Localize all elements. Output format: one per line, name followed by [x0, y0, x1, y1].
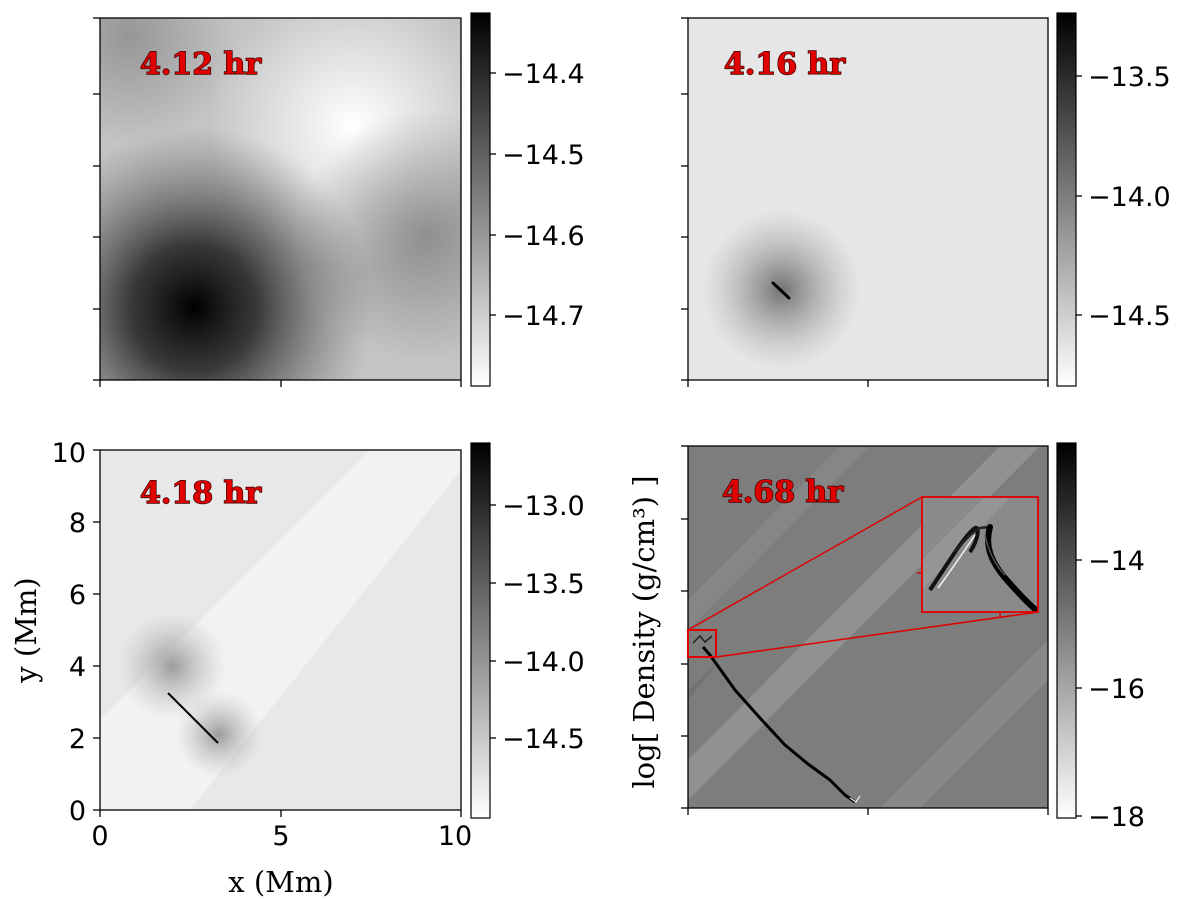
panel-4-68hr: 4.68 hr −14 −16	[627, 442, 1145, 833]
colorbar-tick: −14	[1088, 546, 1145, 577]
zoom-connector-line	[687, 496, 923, 631]
inset-filament	[954, 525, 991, 553]
heatmap-diagonal-band	[880, 640, 1048, 808]
colorbar-tick: −14.0	[1088, 182, 1171, 213]
colorbar-tick: −18	[1088, 802, 1145, 833]
filament-tip	[692, 634, 713, 644]
axis-ticks	[681, 445, 1049, 815]
inset-filament-highlight	[937, 534, 976, 589]
filament-end	[849, 795, 861, 803]
zoom-connector-line	[715, 611, 1039, 658]
colorbar	[470, 12, 491, 387]
heatmap-diagonal-band	[688, 446, 870, 630]
panel-4-12hr: 4.12 hr −14.4 −14.5 −14.6 −14.7	[93, 12, 585, 387]
density-filament	[701, 646, 856, 804]
heatmap-spot	[100, 450, 461, 810]
x-tick-label: 5	[272, 821, 289, 852]
inset-filament	[985, 524, 1038, 612]
inset-zoom	[917, 496, 1039, 617]
colorbar-tick: −13.5	[1088, 62, 1171, 93]
panel-4-18hr: 0 5 10 0 2 4 6 8 10 x (Mm) y (Mm) 4.18 h…	[9, 438, 585, 899]
x-axis-label: x (Mm)	[228, 865, 333, 899]
y-tick-label: 10	[52, 438, 86, 469]
heatmap-shadow	[688, 660, 720, 700]
y-tick-label: 8	[69, 508, 86, 539]
y-tick-label: 4	[69, 652, 86, 683]
time-label: 4.18 hr	[140, 476, 262, 511]
panel-4-16hr: 4.16 hr −13.5 −14.0 −14.5	[681, 12, 1171, 387]
x-tick-label: 0	[91, 821, 108, 852]
y-tick-label: 6	[69, 580, 86, 611]
time-label: 4.12 hr	[140, 47, 262, 82]
heatmap-dark-spot	[688, 18, 1048, 380]
colorbar-tick: −14.0	[502, 647, 585, 678]
axis-ticks	[93, 17, 462, 387]
colorbar-tick: −14.7	[502, 301, 585, 332]
colorbar	[470, 442, 491, 819]
colorbar-tick: −13.0	[502, 491, 585, 522]
time-label: 4.16 hr	[724, 47, 846, 82]
heatmap-dark-blob	[100, 18, 461, 380]
y-tick-label: 2	[69, 724, 86, 755]
axis-ticks	[93, 449, 462, 817]
colorbar	[1056, 442, 1077, 819]
colorbar-tick: −14.6	[502, 221, 585, 252]
zoom-region-box	[687, 629, 717, 658]
colorbar-tick: −14.4	[502, 59, 585, 90]
y-tick-label: 0	[69, 796, 86, 827]
colorbar-tick: −13.5	[502, 569, 585, 600]
colorbar-label: log[ Density (g/cm³) ]	[627, 475, 661, 788]
colorbar	[1056, 12, 1077, 387]
y-axis-label: y (Mm)	[9, 577, 43, 683]
inset-filament	[928, 525, 980, 592]
colorbar-tick: −14.5	[502, 140, 585, 171]
density-filament	[167, 692, 219, 744]
inset-frame	[921, 496, 1039, 613]
x-tick-label: 10	[438, 821, 472, 852]
colorbar-tick: −14.5	[1088, 301, 1171, 332]
colorbar-tick: −16	[1088, 674, 1145, 705]
density-filament	[771, 281, 791, 300]
axis-ticks	[681, 17, 1049, 387]
time-label: 4.68 hr	[722, 475, 844, 510]
colorbar-tick: −14.5	[502, 724, 585, 755]
inset-filament-edge	[984, 534, 1006, 576]
